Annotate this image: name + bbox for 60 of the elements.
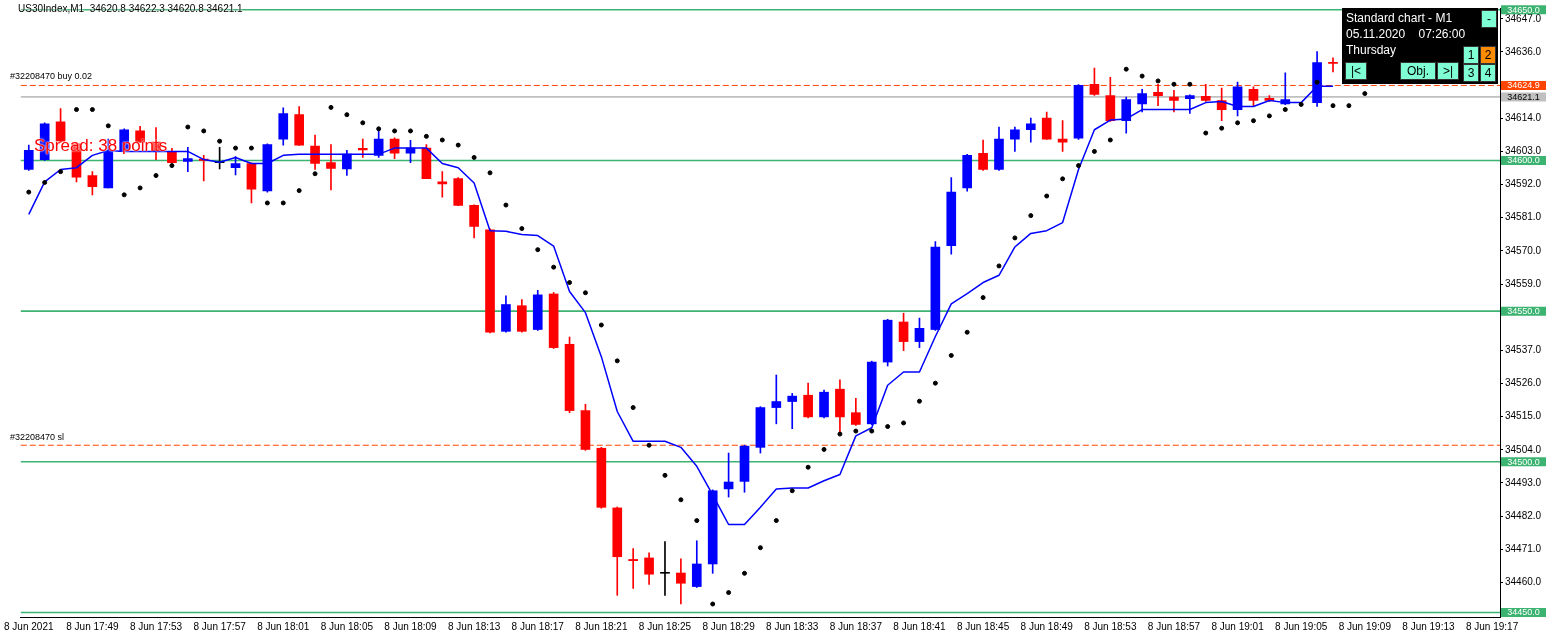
x-tick-label: 8 Jun 17:57 (193, 620, 247, 632)
x-tick-label: 8 Jun 18:17 (511, 620, 565, 632)
annotation: #32208470 buy 0.02 (10, 71, 93, 81)
y-tick-label: 34636.0 (1505, 45, 1542, 57)
y-tick-label: 34559.0 (1505, 277, 1542, 289)
ref-line-label: 34450.0 (1507, 607, 1540, 618)
annotation: Standard chart - M1 (1346, 11, 1453, 25)
x-tick-label: 8 Jun 18:21 (575, 620, 628, 632)
ref-line-label: 34624.9 (1507, 80, 1540, 91)
y-tick-label: 34614.0 (1505, 112, 1542, 124)
x-tick-label: 8 Jun 17:49 (66, 620, 119, 632)
x-tick-label: 8 Jun 18:33 (766, 620, 819, 632)
x-tick-label: 8 Jun 18:05 (320, 620, 374, 632)
x-tick-label: 8 Jun 19:13 (1402, 620, 1455, 632)
x-tick-label: 8 Jun 19:17 (1465, 620, 1519, 632)
x-tick-label: 8 Jun 17:53 (129, 620, 183, 632)
y-tick-label: 34471.0 (1505, 542, 1542, 554)
x-tick-label: 8 Jun 18:09 (384, 620, 438, 632)
ref-line-label: 34650.0 (1507, 4, 1540, 15)
y-tick-label: 34537.0 (1505, 344, 1542, 356)
x-tick-label: 8 Jun 2021 (4, 620, 54, 632)
annotation: 2 (1480, 46, 1496, 64)
y-tick-label: 34647.0 (1505, 12, 1542, 24)
y-tick-label: 34526.0 (1505, 377, 1542, 389)
annotation: |< (1345, 62, 1367, 80)
ref-line-label: 34500.0 (1507, 456, 1540, 467)
x-tick-label: 8 Jun 19:05 (1275, 620, 1328, 632)
x-tick-label: 8 Jun 18:29 (702, 620, 756, 632)
y-tick-label: 34603.0 (1505, 145, 1542, 157)
x-tick-label: 8 Jun 18:49 (1020, 620, 1074, 632)
x-tick-label: 8 Jun 18:37 (829, 620, 883, 632)
annotation: Thursday (1346, 43, 1397, 57)
y-tick-label: 34493.0 (1505, 476, 1542, 488)
annotation: - (1481, 10, 1497, 28)
annotation: 1 (1463, 46, 1479, 64)
x-tick-label: 8 Jun 19:09 (1338, 620, 1392, 632)
y-tick-label: 34581.0 (1505, 211, 1542, 223)
annotation: >| (1437, 62, 1459, 80)
y-tick-label: 34515.0 (1505, 410, 1542, 422)
y-tick-label: 34504.0 (1505, 443, 1542, 455)
x-tick-label: 8 Jun 18:57 (1147, 620, 1201, 632)
ref-line-label: 34600.0 (1507, 155, 1540, 166)
annotation: 4 (1480, 64, 1496, 82)
y-tick-label: 34570.0 (1505, 244, 1542, 256)
y-tick-label: 34460.0 (1505, 576, 1542, 588)
x-tick-label: 8 Jun 18:13 (447, 620, 501, 632)
x-tick-label: 8 Jun 18:45 (956, 620, 1010, 632)
y-tick-label: 34592.0 (1505, 178, 1542, 190)
annotation: 05.11.2020 07:26:00 (1346, 27, 1466, 41)
y-tick-label: 34482.0 (1505, 509, 1542, 521)
x-tick-label: 8 Jun 18:25 (638, 620, 692, 632)
ref-line-label: 34621.1 (1507, 91, 1540, 102)
annotation: Obj. (1400, 62, 1436, 80)
x-tick-label: 8 Jun 18:53 (1084, 620, 1137, 632)
x-tick-label: 8 Jun 19:01 (1211, 620, 1265, 632)
annotation: #32208470 sl (10, 432, 65, 442)
annotation: 3 (1463, 64, 1479, 82)
ref-line-label: 34550.0 (1507, 306, 1540, 317)
x-tick-label: 8 Jun 18:01 (257, 620, 310, 632)
x-tick-label: 8 Jun 18:41 (893, 620, 947, 632)
